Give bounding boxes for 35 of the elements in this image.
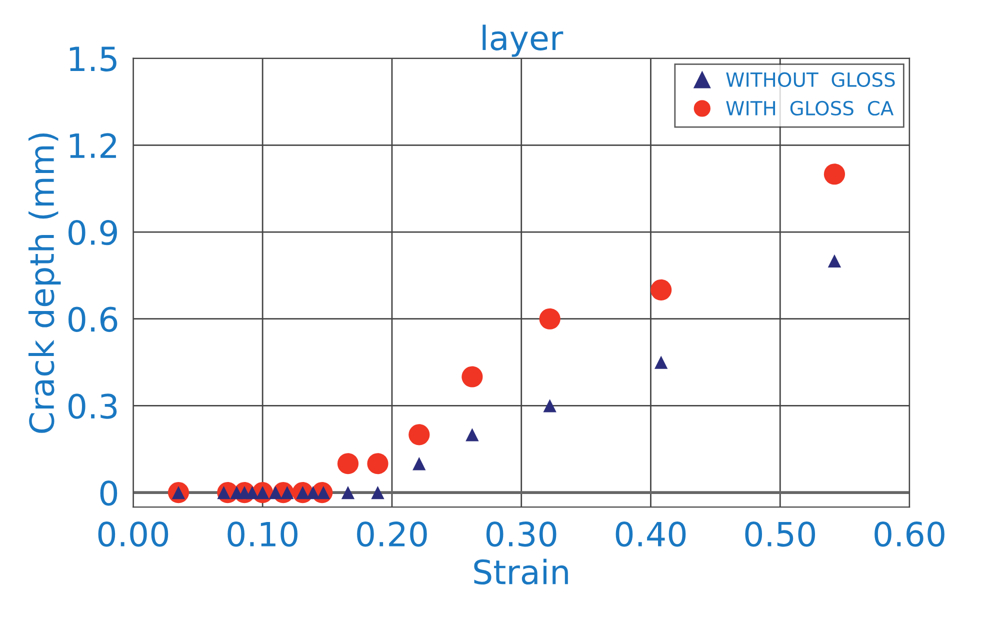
x-tick-label: 0.30 bbox=[486, 522, 556, 547]
x-axis-title: Strain bbox=[474, 558, 568, 585]
y-tick-label: 0.9 bbox=[68, 220, 117, 246]
point bbox=[654, 356, 668, 369]
point bbox=[408, 424, 430, 446]
point bbox=[412, 457, 426, 470]
y-tick-label: 1.5 bbox=[70, 46, 116, 72]
x-tick-label: 0.20 bbox=[357, 522, 427, 547]
x-tick-label: 0.60 bbox=[874, 522, 944, 547]
point bbox=[371, 486, 384, 500]
x-tick-label: 0.40 bbox=[616, 522, 686, 547]
point bbox=[824, 164, 845, 185]
point bbox=[337, 453, 359, 474]
point bbox=[367, 453, 388, 474]
point bbox=[268, 486, 282, 500]
x-tick-label: 0.00 bbox=[98, 522, 168, 547]
y-tick-label: 1.2 bbox=[70, 133, 116, 158]
y-tick-label: 0.3 bbox=[68, 394, 117, 419]
x-tick-label: 0.50 bbox=[745, 522, 816, 547]
point bbox=[543, 399, 556, 412]
legend-label: WITH GLOSS CA bbox=[726, 100, 894, 116]
y-tick-label: 0 bbox=[100, 480, 118, 506]
point bbox=[306, 486, 320, 500]
point bbox=[246, 486, 259, 500]
y-axis-title: Crack depth (mm) bbox=[28, 133, 61, 433]
point bbox=[650, 279, 672, 300]
point bbox=[539, 308, 560, 330]
point bbox=[828, 254, 842, 268]
point bbox=[466, 428, 479, 442]
y-tick-label: 0.6 bbox=[68, 306, 118, 332]
point bbox=[462, 366, 483, 388]
point bbox=[341, 486, 355, 500]
x-tick-label: 0.10 bbox=[228, 522, 298, 547]
legend-label: WITHOUT GLOSS bbox=[726, 72, 895, 87]
chart-title: layer bbox=[482, 24, 564, 57]
